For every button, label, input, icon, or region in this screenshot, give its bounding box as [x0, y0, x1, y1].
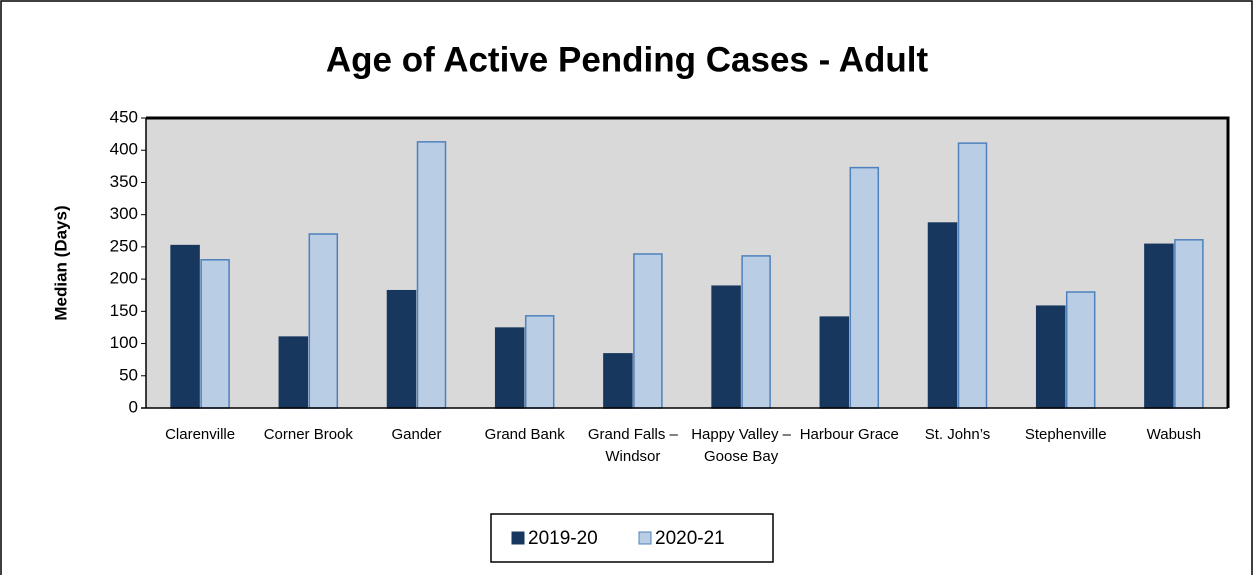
- bar: [524, 315, 555, 409]
- legend-label: 2019-20: [528, 528, 598, 549]
- x-tick-label: Happy Valley – Goose Bay: [691, 426, 791, 465]
- bar: [711, 285, 741, 409]
- legend-swatch: [511, 531, 525, 545]
- bar: [1035, 305, 1066, 409]
- y-tick-label: 50: [119, 365, 138, 384]
- x-tick-label: St. John’s: [924, 426, 991, 443]
- bar: [927, 222, 958, 409]
- bar: [603, 353, 633, 409]
- x-tick-label: Grand Bank: [484, 426, 565, 443]
- bar: [1065, 291, 1096, 409]
- x-tick-label: Stephenville: [1024, 426, 1107, 443]
- y-tick-label: 250: [110, 236, 138, 255]
- y-tick-label: 200: [110, 269, 138, 288]
- chart-title: Age of Active Pending Cases - Adult: [326, 40, 929, 79]
- legend-box: [490, 513, 774, 563]
- y-tick-label: 150: [110, 301, 138, 320]
- bar: [278, 336, 309, 409]
- x-tick-label: Harbour Grace: [799, 426, 899, 443]
- bar: [308, 233, 339, 409]
- bar: [200, 259, 230, 409]
- x-tick-label: Gander: [391, 426, 442, 443]
- bar: [1174, 239, 1204, 409]
- y-tick-label: 100: [110, 333, 138, 352]
- bar: [1144, 243, 1174, 409]
- bar: [386, 289, 417, 409]
- bar: [819, 316, 850, 409]
- bar: [849, 166, 880, 409]
- x-tick-label: Grand Falls – Windsor: [587, 426, 678, 465]
- bar: [170, 244, 200, 409]
- y-tick-label: 0: [129, 397, 138, 416]
- legend-swatch: [638, 531, 652, 545]
- y-tick-label: 450: [110, 107, 138, 126]
- y-axis-label: Median (Days): [51, 205, 70, 320]
- bar: [416, 141, 447, 409]
- bar: [633, 253, 663, 409]
- legend-label: 2020-21: [655, 528, 725, 549]
- y-tick-label: 350: [110, 172, 138, 191]
- y-tick-label: 400: [110, 140, 138, 159]
- x-tick-label: Clarenville: [165, 426, 236, 443]
- bar: [741, 255, 771, 409]
- y-tick-label: 300: [110, 204, 138, 223]
- bar: [957, 142, 988, 409]
- bar: [494, 327, 525, 409]
- x-tick-label: Corner Brook: [263, 426, 353, 443]
- plot-area: [146, 118, 1228, 408]
- x-tick-label: Wabush: [1146, 426, 1202, 443]
